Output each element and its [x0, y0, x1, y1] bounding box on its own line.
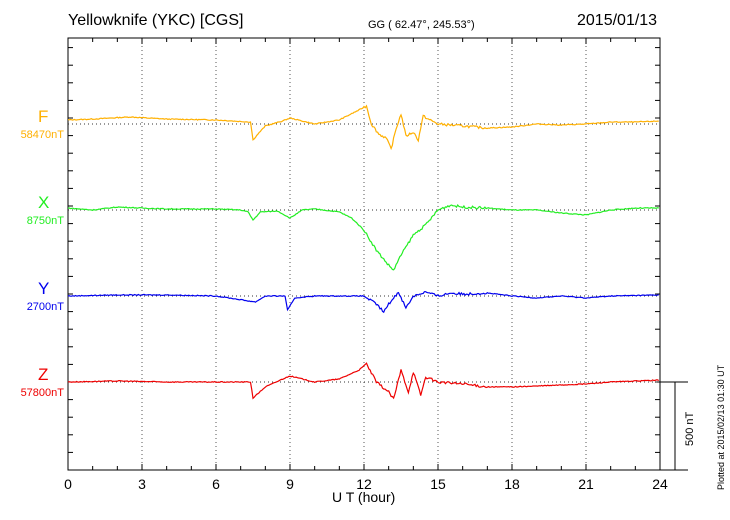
trace-z [67, 362, 660, 400]
baseline-label-y: 2700nT [26, 301, 64, 313]
trace-x [68, 203, 659, 271]
x-tick-label: 21 [578, 476, 594, 492]
station-title: Yellowknife (YKC) [CGS] [68, 12, 244, 29]
trace-f [67, 104, 659, 151]
baseline-label-f: 58470nT [20, 129, 64, 141]
plot-date: 2015/01/13 [577, 12, 658, 29]
x-tick-label: 3 [138, 476, 146, 492]
component-label-y: Y [38, 279, 50, 298]
x-tick-label: 0 [64, 476, 72, 492]
x-tick-label: 24 [652, 476, 668, 492]
station-coordinates: GG ( 62.47°, 245.53°) [368, 19, 475, 31]
baseline-label-z: 57800nT [20, 387, 64, 399]
component-label-x: X [38, 193, 50, 212]
baseline-label-x: 8750nT [26, 215, 64, 227]
component-label-z: Z [38, 365, 49, 384]
component-label-f: F [38, 107, 49, 126]
trace-y [67, 291, 659, 314]
x-tick-label: 12 [356, 476, 372, 492]
x-tick-label: 18 [504, 476, 520, 492]
x-tick-label: 15 [430, 476, 446, 492]
x-axis-label: U T (hour) [332, 489, 396, 505]
x-tick-label: 6 [212, 476, 220, 492]
x-tick-label: 9 [286, 476, 294, 492]
